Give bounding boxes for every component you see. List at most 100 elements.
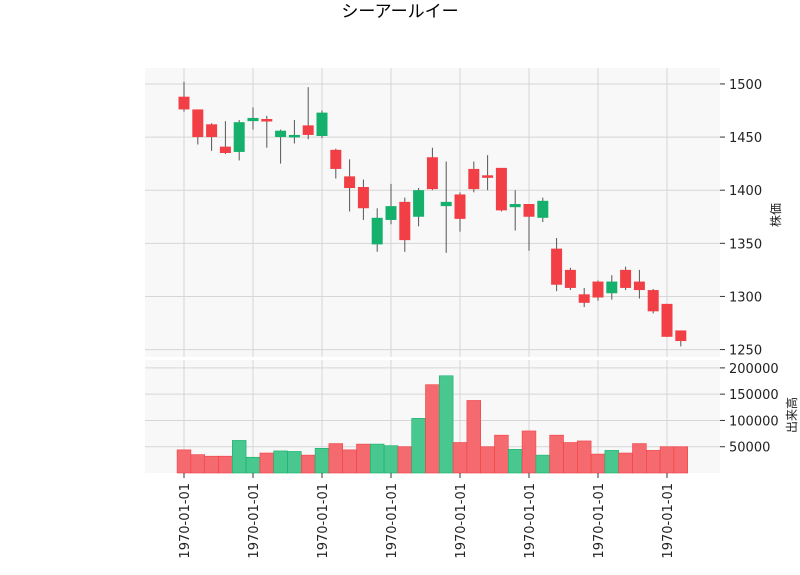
price-tick-label: 1450 bbox=[729, 131, 762, 146]
candle-body-down bbox=[661, 303, 673, 337]
candle-body-down bbox=[564, 269, 576, 288]
candle-body-down bbox=[192, 109, 204, 138]
volume-bar-down bbox=[659, 446, 675, 474]
candle-body-down bbox=[219, 146, 231, 153]
price-panel-background bbox=[145, 68, 720, 357]
candle-body-down bbox=[675, 330, 687, 342]
x-tick-label: 1970-01-01 bbox=[454, 483, 469, 559]
candle-body-up bbox=[537, 200, 549, 218]
volume-bar-down bbox=[425, 384, 440, 474]
volume-bar-down bbox=[563, 442, 578, 474]
candle-body-down bbox=[330, 149, 342, 169]
volume-bar-up bbox=[604, 450, 620, 474]
x-tick-label: 1970-01-01 bbox=[661, 483, 676, 559]
volume-tick-label: 50000 bbox=[729, 441, 770, 456]
volume-bar-down bbox=[618, 452, 633, 474]
price-tick-label: 1250 bbox=[729, 344, 762, 359]
candle-body-up bbox=[440, 201, 452, 207]
candle-body-down bbox=[454, 194, 466, 219]
volume-bar-down bbox=[356, 443, 371, 474]
volume-bar-down bbox=[328, 443, 343, 474]
candle-body-down bbox=[482, 175, 494, 178]
volume-bar-down bbox=[494, 434, 509, 474]
volume-bar-up bbox=[535, 454, 551, 474]
candle-body-down bbox=[523, 204, 535, 217]
volume-bar-down bbox=[576, 440, 592, 474]
price-axis-label: 株価 bbox=[768, 203, 783, 227]
candle-body-down bbox=[551, 248, 563, 285]
chart-title: シーアールイー bbox=[341, 2, 458, 22]
candle-body-down bbox=[206, 124, 218, 138]
candle-body-down bbox=[495, 167, 507, 211]
volume-bar-up bbox=[507, 449, 523, 474]
volume-bar-down bbox=[673, 446, 689, 474]
candle-body-up bbox=[606, 281, 618, 294]
candle-body-up bbox=[509, 204, 521, 208]
candle-body-down bbox=[399, 201, 411, 241]
volume-bar-down bbox=[342, 449, 357, 474]
x-axis: 1970-01-01 1970-01-01 1970-01-01 1970-01-01… bbox=[178, 473, 676, 559]
volume-bar-down bbox=[549, 434, 564, 474]
price-tick-label: 1400 bbox=[729, 184, 762, 199]
x-tick-label: 1970-01-01 bbox=[523, 483, 538, 559]
x-tick-label: 1970-01-01 bbox=[316, 483, 331, 559]
candle-body-down bbox=[633, 281, 645, 291]
candle-body-down bbox=[578, 294, 590, 303]
candle-body-up bbox=[371, 217, 383, 245]
candle-body-up bbox=[247, 117, 259, 122]
volume-bar-down bbox=[632, 443, 647, 474]
candle-body-down bbox=[178, 96, 190, 110]
volume-tick-label: 150000 bbox=[729, 388, 779, 403]
candle-body-up bbox=[413, 190, 425, 217]
volume-bar-up bbox=[438, 375, 454, 474]
candle-body-up bbox=[316, 112, 328, 136]
x-tick-label: 1970-01-01 bbox=[178, 483, 193, 559]
volume-bar-down bbox=[590, 453, 606, 474]
volume-bar-up bbox=[232, 440, 247, 474]
volume-bar-down bbox=[190, 454, 205, 474]
price-tick-label: 1300 bbox=[729, 290, 762, 305]
candle-body-down bbox=[592, 281, 604, 298]
x-tick-label: 1970-01-01 bbox=[247, 483, 262, 559]
volume-bar-down bbox=[300, 454, 316, 474]
candle-body-down bbox=[357, 187, 369, 209]
candle-body-down bbox=[261, 119, 273, 122]
candle-body-up bbox=[385, 206, 397, 220]
volume-bar-down bbox=[259, 452, 274, 474]
x-tick-label: 1970-01-01 bbox=[385, 483, 400, 559]
price-tick-label: 1350 bbox=[729, 237, 762, 252]
candle-body-down bbox=[302, 125, 314, 135]
volume-tick-label: 100000 bbox=[729, 414, 779, 429]
volume-bar-down bbox=[521, 430, 537, 474]
volume-bar-down bbox=[466, 400, 481, 474]
volume-bar-down bbox=[452, 442, 468, 474]
candle-body-up bbox=[288, 134, 300, 138]
volume-panel: 50000 100000 150000 200000 bbox=[145, 360, 779, 474]
candle-body-down bbox=[344, 176, 356, 189]
volume-bar-up bbox=[314, 447, 330, 474]
volume-axis-label: 出来高 bbox=[784, 397, 799, 433]
volume-bar-down bbox=[204, 455, 219, 474]
candle-body-up bbox=[275, 130, 287, 138]
volume-bar-down bbox=[397, 446, 412, 474]
volume-bar-down bbox=[480, 446, 495, 474]
volume-bar-up bbox=[273, 450, 288, 474]
candle-body-down bbox=[426, 157, 438, 190]
price-tick-label: 1500 bbox=[729, 78, 762, 93]
volume-tick-label: 200000 bbox=[729, 362, 779, 377]
volume-bar-up bbox=[383, 445, 399, 474]
volume-bar-down bbox=[218, 455, 233, 474]
candle-body-up bbox=[233, 122, 245, 152]
x-tick-label: 1970-01-01 bbox=[592, 483, 607, 559]
volume-bar-up bbox=[369, 443, 385, 474]
candle-body-down bbox=[620, 269, 632, 288]
candle-body-down bbox=[647, 290, 659, 312]
volume-bar-down bbox=[176, 449, 192, 474]
volume-bar-up bbox=[245, 456, 261, 474]
volume-bar-up bbox=[287, 451, 302, 474]
volume-bar-up bbox=[411, 418, 426, 474]
candle-body-down bbox=[468, 168, 480, 190]
price-panel: 1250 1300 1350 1400 1450 1500 bbox=[145, 68, 762, 359]
